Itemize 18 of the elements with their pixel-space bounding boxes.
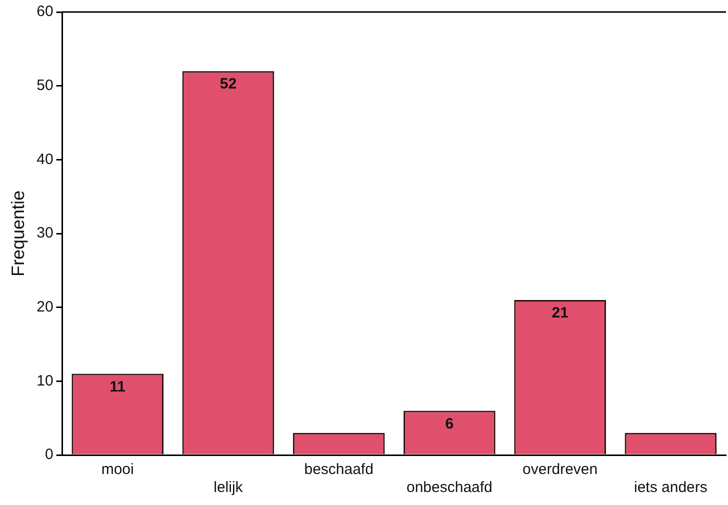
data-label: 11 [110, 378, 126, 396]
data-label: 52 [220, 76, 237, 93]
y-tick-label: 30 [36, 224, 54, 242]
y-tick-label: 40 [36, 150, 54, 168]
y-tick-label: 50 [36, 76, 54, 94]
y-tick-label: 10 [36, 372, 54, 390]
x-tick-label: beschaafd [304, 461, 374, 478]
x-tick-label: iets anders [634, 479, 708, 496]
y-axis-title: Frequentie [8, 190, 28, 277]
x-tick-label: onbeschaafd [406, 479, 492, 496]
y-tick-label: 20 [36, 298, 54, 316]
data-label: 21 [552, 304, 568, 322]
x-tick-label: lelijk [214, 479, 244, 496]
data-label: 6 [445, 415, 454, 432]
y-tick-label: 0 [44, 446, 54, 464]
x-tick-label: mooi [101, 461, 134, 478]
y-tick-label: 60 [36, 3, 54, 20]
x-tick-label: overdreven [522, 461, 598, 478]
